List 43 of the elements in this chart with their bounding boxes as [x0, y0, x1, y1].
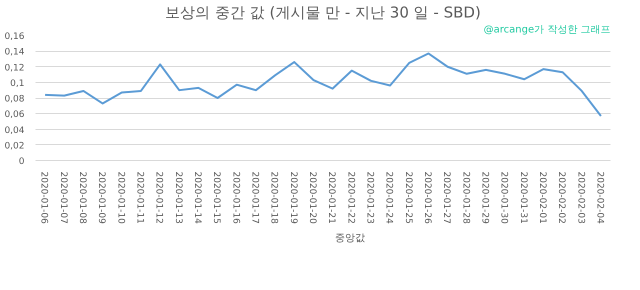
- x-tick-label: 2020-01-17: [249, 172, 260, 224]
- y-tick-label: 0,14: [4, 48, 25, 58]
- x-tick-label: 2020-01-10: [115, 172, 126, 224]
- x-tick-label: 2020-01-27: [441, 172, 452, 224]
- x-tick-label: 2020-01-25: [402, 172, 413, 224]
- x-tick-label: 2020-01-11: [134, 172, 144, 224]
- y-tick-label: 0,02: [4, 141, 25, 152]
- x-tick-label: 2020-01-24: [384, 172, 394, 224]
- y-tick-label: 0,1: [10, 78, 25, 89]
- x-tick-label: 2020-01-28: [460, 172, 470, 224]
- text: @arcange가 작성한 그래프: [484, 24, 611, 36]
- x-tick-label: 2020-01-06: [38, 172, 49, 224]
- y-tick-label: 0,08: [4, 94, 25, 104]
- x-tick-label: 2020-01-18: [268, 172, 279, 224]
- x-tick-label: 2020-01-20: [306, 172, 317, 224]
- x-tick-label: 2020-01-14: [192, 172, 202, 224]
- x-tick-label: 2020-02-04: [594, 172, 604, 224]
- x-tick-label: 2020-01-15: [211, 172, 222, 224]
- x-tick-label: 2020-02-02: [556, 172, 566, 224]
- x-tick-label: 2020-01-19: [288, 172, 298, 224]
- x-tick-label: 2020-01-12: [154, 172, 164, 224]
- x-tick-label: 2020-01-30: [498, 172, 509, 224]
- x-tick-label: 2020-01-26: [422, 172, 432, 224]
- x-tick-label: 2020-02-03: [575, 172, 586, 224]
- x-tick-label: 2020-01-21: [326, 172, 336, 224]
- x-tick-label: 2020-01-31: [518, 172, 528, 224]
- x-tick-label: 2020-01-09: [96, 172, 106, 224]
- x-tick-label: 2020-01-08: [76, 172, 87, 224]
- y-tick-label: 0,04: [4, 126, 25, 136]
- y-tick-label: 0,06: [4, 110, 25, 120]
- chart-title: 보상의 중간 값 (게시물 만 - 지난 30 일 - SBD): [165, 4, 481, 22]
- y-tick-label: 0: [18, 157, 25, 167]
- line-series: [44, 52, 602, 117]
- y-tick-label: 0,16: [4, 32, 25, 42]
- x-tick-label: 2020-01-07: [58, 172, 68, 224]
- text: 중앙값: [335, 232, 365, 245]
- x-tick-label: 2020-02-01: [536, 172, 547, 224]
- x-tick-label: 2020-01-29: [479, 172, 490, 224]
- x-tick-label: 2020-01-22: [345, 172, 356, 224]
- x-tick-label: 2020-01-23: [364, 172, 374, 224]
- x-tick-label: 2020-01-16: [230, 172, 240, 224]
- x-tick-label: 2020-01-13: [172, 172, 183, 224]
- y-tick-label: 0,12: [4, 63, 25, 74]
